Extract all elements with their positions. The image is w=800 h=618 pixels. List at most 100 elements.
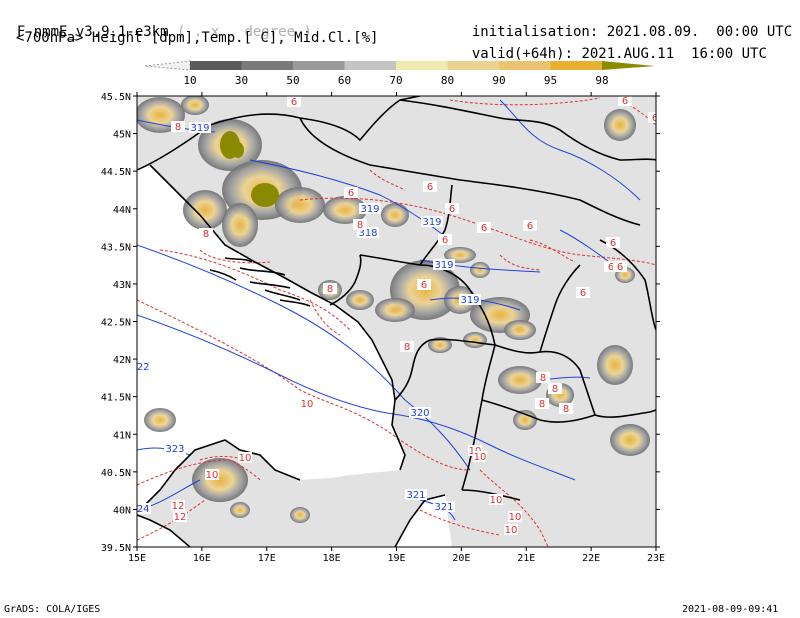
valid-label: valid(+64h): [471, 46, 574, 62]
coastline [137, 164, 446, 547]
init-time: initialisation: 2021.08.09. 00:00 UTC [455, 8, 792, 40]
temperature-contour-label: 8 [563, 404, 569, 415]
height-contour-label: 319 [360, 204, 379, 215]
cloud-patch [381, 203, 409, 227]
cloud-patch [463, 332, 487, 348]
cloud-patch [181, 96, 209, 115]
cloud-patch [597, 345, 633, 385]
cloud-cover [137, 96, 650, 523]
colorbar: 10 30 50 60 70 80 90 95 98 [144, 60, 655, 87]
temperature-contour-label: 6 [348, 188, 354, 199]
cloud-patch [375, 298, 415, 322]
temperature-contour-label: 6 [610, 238, 616, 249]
colorbar-swatch [293, 61, 345, 70]
temperature-contour-label: 10 [206, 470, 219, 481]
cloud-patch [144, 408, 176, 432]
temperature-contour-label: 12 [174, 512, 187, 523]
temperature-contour-label: 8 [540, 373, 546, 384]
longitude-label: 19E [387, 553, 405, 564]
temperature-contour-label: 10 [490, 495, 503, 506]
cloud-patch [183, 190, 227, 230]
valid-value: 2021.AUG.11 16:00 UTC [581, 46, 767, 62]
cloud-patch [610, 424, 650, 456]
height-contour-label: 319 [422, 217, 441, 228]
colorbar-swatch [396, 61, 448, 70]
colorbar-label: 95 [544, 74, 557, 87]
cloud-patch [498, 366, 542, 394]
temperature-contour-label: 10 [474, 452, 487, 463]
fields-description: <700hPa> Height [dpm],Temp.[ C], Mid.Cl.… [16, 30, 379, 46]
temperature-contour-label: 8 [404, 342, 410, 353]
temperature-contour-label: 6 [442, 235, 448, 246]
height-contour-label: 324 [130, 504, 149, 515]
height-contour-label: 322 [130, 362, 149, 373]
latitude-label: 42N [113, 355, 131, 366]
temperature-contour-label: 8 [539, 399, 545, 410]
colorbar-swatch [190, 61, 242, 70]
cloud-patch [428, 337, 452, 353]
temperature-contour-label: 6 [421, 280, 427, 291]
height-contour-label: 321 [406, 490, 425, 501]
temperature-contour-label: 6 [580, 288, 586, 299]
cloud-patch [346, 290, 374, 310]
cloud-patch [323, 196, 367, 224]
height-contour-label: 323 [165, 444, 184, 455]
temperature-contour-label: 6 [291, 97, 297, 108]
temperature-contour-label: 6 [622, 96, 628, 107]
valid-time: valid(+64h): 2021.AUG.11 16:00 UTC [455, 30, 767, 62]
colorbar-label: 50 [286, 74, 299, 87]
temperature-contour-label: 8 [203, 229, 209, 240]
temperature-contour-label: 10 [301, 399, 314, 410]
cloud-patch [222, 203, 258, 247]
cloud-core [251, 183, 279, 207]
cloud-patch [275, 187, 325, 223]
adriatic-sea [137, 165, 452, 547]
temperature-contour-label: 6 [652, 113, 658, 124]
colorbar-label: 60 [338, 74, 351, 87]
colorbar-label: 90 [492, 74, 505, 87]
colorbar-high-triangle [602, 61, 655, 70]
temperature-contour-label: 8 [175, 122, 181, 133]
temperature-contour-label: 6 [481, 223, 487, 234]
cloud-core [232, 142, 244, 158]
longitude-label: 16E [193, 553, 211, 564]
model-units: ( . x . degree ) [177, 24, 312, 40]
colorbar-swatch [550, 61, 602, 70]
temperature-contour-label: 10 [509, 512, 522, 523]
latitude-label: 43.5N [101, 242, 131, 253]
colorbar-swatch [447, 61, 499, 70]
temperature-contour-label: 8 [357, 220, 363, 231]
temperature-contour-label: 6 [427, 182, 433, 193]
latitude-label: 41N [113, 430, 131, 441]
temperature-contours [137, 97, 656, 547]
height-contour-label: 318 [358, 228, 377, 239]
colorbar-label: 70 [389, 74, 402, 87]
temperature-contour-label: 6 [608, 262, 614, 273]
latitude-label: 40.5N [101, 468, 131, 479]
init-label: initialisation: [471, 24, 599, 40]
longitude-label: 18E [323, 553, 341, 564]
longitude-label: 20E [452, 553, 470, 564]
dalmatian-islands [209, 257, 311, 307]
temperature-contour-label: 6 [527, 221, 533, 232]
cloud-patch [604, 109, 636, 141]
colorbar-swatch [499, 61, 551, 70]
latitude-label: 45N [113, 130, 131, 141]
cloud-patch [230, 502, 250, 518]
temperature-contour-label: 10 [239, 453, 252, 464]
longitude-label: 15E [128, 553, 146, 564]
colorbar-label: 10 [183, 74, 196, 87]
colorbar-label: 98 [595, 74, 608, 87]
height-contour-label: 319 [434, 260, 453, 271]
init-value: 2021.08.09. 00:00 UTC [606, 24, 793, 40]
longitude-label: 23E [647, 553, 665, 564]
longitude-label: 17E [258, 553, 276, 564]
colorbar-label: 80 [441, 74, 454, 87]
temperature-contour-label: 8 [327, 284, 333, 295]
temperature-contour-label: 12 [172, 501, 185, 512]
temperature-contour-label: 8 [552, 384, 558, 395]
latitude-label: 40N [113, 505, 131, 516]
colorbar-swatch [241, 61, 293, 70]
latitude-label: 42.5N [101, 318, 131, 329]
